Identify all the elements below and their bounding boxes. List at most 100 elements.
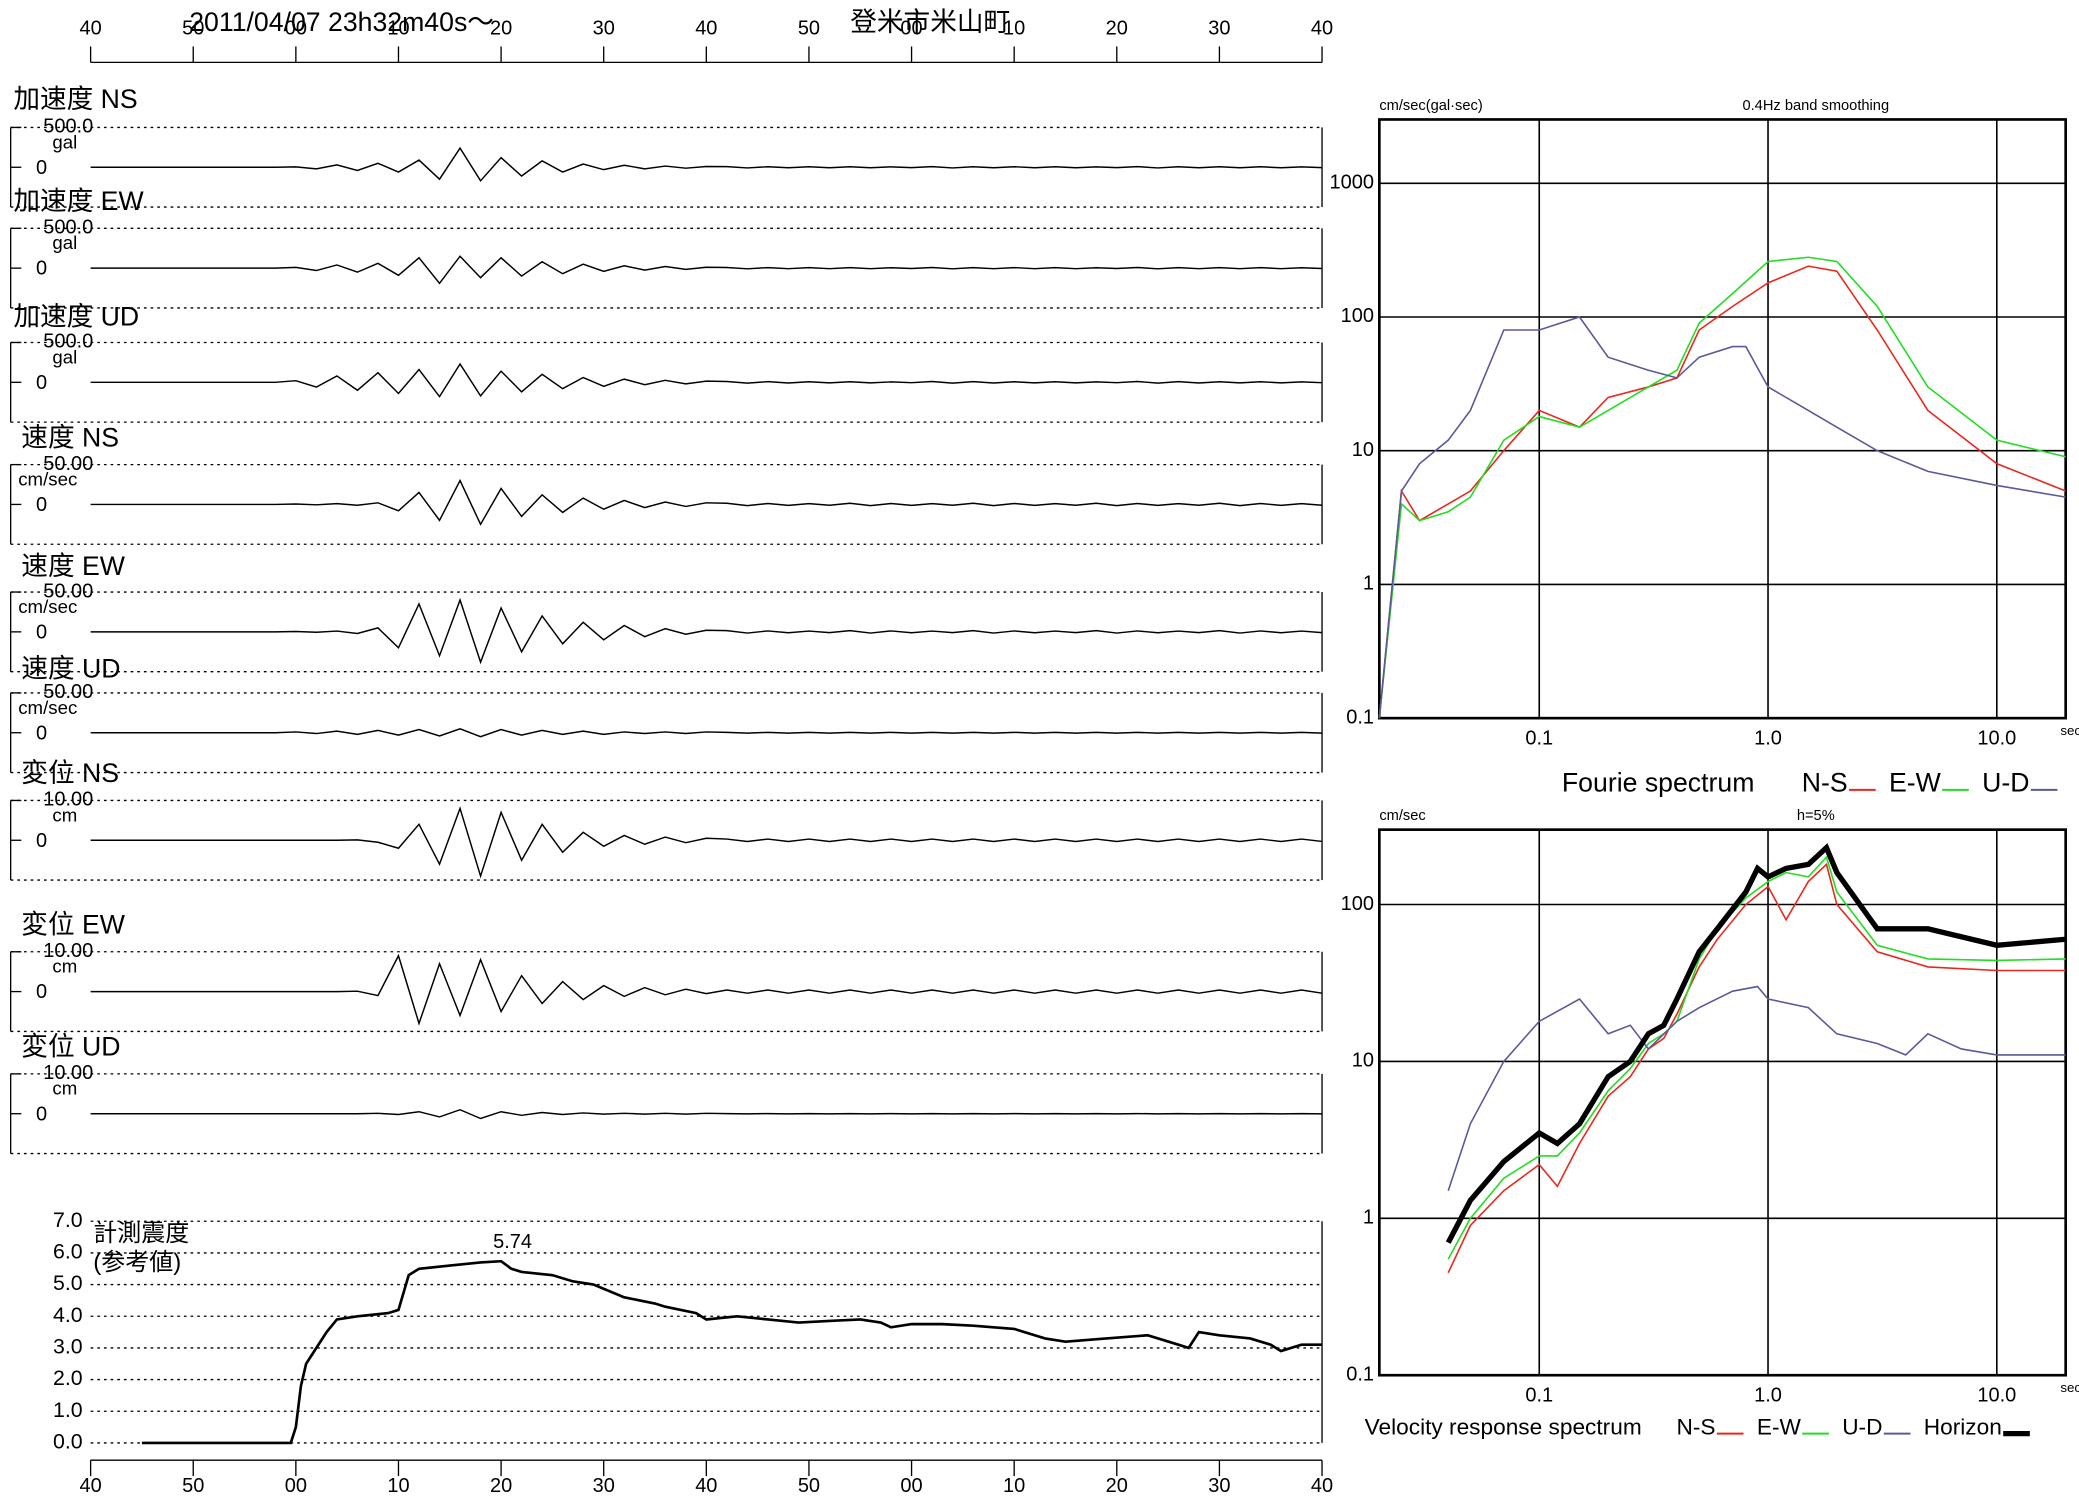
spectrum-line (1445, 843, 2066, 1244)
spectrum-line (1378, 265, 2066, 719)
x-tick-label: 00 (900, 1475, 922, 1497)
x-tick-label: 30 (1208, 1475, 1230, 1497)
panel-title: 加速度 NS (13, 84, 137, 114)
legend-label: E-W (1889, 768, 1942, 798)
y-tick-label: 0 (36, 494, 47, 516)
y-tick-label: 1.0 (53, 1398, 83, 1422)
spectrum-line (1378, 256, 2066, 719)
legend-label: N-S (1677, 1414, 1716, 1439)
x-axis-label: sec (2060, 723, 2079, 738)
y-tick-label: 1000 (1330, 172, 1374, 194)
x-tick-label: 50 (182, 1475, 204, 1497)
y-unit-label: gal (52, 131, 77, 152)
header-location: 登米市米山町 (850, 7, 1010, 37)
panel-title: 加速度 EW (13, 186, 144, 216)
waveform-trace (90, 1108, 1323, 1120)
waveform-trace (90, 727, 1323, 738)
y-unit-label: gal (52, 346, 77, 367)
y-unit-label: cm/sec (18, 596, 77, 617)
x-tick-label: 50 (182, 17, 204, 39)
x-tick-label: 40 (80, 17, 102, 39)
y-tick-label: 0 (36, 372, 47, 394)
panel-title: 変位 UD (21, 1032, 120, 1062)
x-tick-label: 10 (387, 1475, 409, 1497)
y-tick-label: 7.0 (53, 1208, 83, 1232)
x-tick-label: 10 (1003, 1475, 1025, 1497)
y-tick-label: 50.00 (43, 580, 93, 602)
x-tick-label: 20 (490, 1475, 512, 1497)
legend-label: U-D (1982, 768, 2029, 798)
x-tick-label: 0.1 (1525, 728, 1553, 750)
spectrum-line (1378, 316, 2066, 719)
x-tick-label: 00 (285, 1475, 307, 1497)
y-tick-label: 6.0 (53, 1240, 83, 1264)
y-tick-label: 0 (36, 157, 47, 179)
x-tick-label: 40 (80, 1475, 102, 1497)
legend-label: N-S (1802, 768, 1848, 798)
panel-title: 速度 NS (21, 422, 119, 452)
waveform-trace (90, 362, 1323, 398)
y-tick-label: 10.00 (43, 789, 93, 811)
header-datetime: 2011/04/07 23h32m40s〜 (189, 7, 494, 37)
y-axis-label: 計測震度 (93, 1220, 189, 1247)
x-tick-label: 20 (1106, 1475, 1128, 1497)
chart-subtitle: 0.4Hz band smoothing (1742, 98, 1889, 114)
y-tick-label: 100 (1341, 305, 1374, 327)
x-tick-label: 40 (695, 17, 717, 39)
waveform-trace (90, 478, 1323, 526)
panel-title: 変位 EW (21, 910, 126, 940)
y-tick-label: 0 (36, 621, 47, 643)
y-tick-label: 10 (1352, 439, 1374, 461)
x-axis-label: sec (2060, 1380, 2079, 1395)
legend-label: E-W (1757, 1414, 1802, 1439)
panel-title: 速度 EW (21, 551, 126, 581)
y-axis-label: (参考値) (93, 1249, 181, 1276)
legend-label: Horizon (1924, 1414, 2002, 1439)
x-tick-label: 30 (593, 17, 615, 39)
y-axis-label: cm/sec(gal·sec) (1379, 98, 1482, 114)
y-axis-label: cm/sec (1379, 808, 1425, 824)
waveform-trace (90, 597, 1323, 665)
x-tick-label: 10.0 (1977, 728, 2016, 750)
y-tick-label: 0 (36, 1103, 47, 1125)
y-tick-label: 500.0 (43, 116, 93, 138)
x-tick-label: 0.1 (1525, 1385, 1553, 1407)
y-tick-label: 0.1 (1346, 706, 1374, 728)
y-tick-label: 10.00 (43, 1062, 93, 1084)
y-tick-label: 5.0 (53, 1271, 83, 1295)
chart-subtitle: h=5% (1797, 808, 1835, 824)
y-tick-label: 50.00 (43, 453, 93, 475)
x-tick-label: 30 (593, 1475, 615, 1497)
y-tick-label: 4.0 (53, 1303, 83, 1327)
legend-title: Fourie spectrum (1562, 768, 1755, 798)
y-tick-label: 50.00 (43, 681, 93, 703)
spectrum-line (1447, 985, 2066, 1191)
waveform-trace (90, 953, 1323, 1026)
y-tick-label: 0 (36, 830, 47, 852)
peak-annotation: 5.74 (493, 1231, 532, 1253)
panel-title: 速度 UD (21, 653, 120, 683)
x-tick-label: 50 (798, 1475, 820, 1497)
waveform-trace (90, 146, 1323, 183)
waveform-trace (90, 806, 1323, 879)
spectrum-line (1447, 862, 2066, 1274)
waveform-trace (90, 255, 1323, 285)
y-unit-label: cm (52, 1078, 77, 1099)
y-unit-label: cm (52, 804, 77, 825)
y-tick-label: 10.00 (43, 940, 93, 962)
y-tick-label: 0.0 (53, 1430, 83, 1454)
y-tick-label: 1 (1363, 1207, 1374, 1229)
x-tick-label: 30 (1208, 17, 1230, 39)
y-unit-label: gal (52, 232, 77, 253)
y-unit-label: cm/sec (18, 468, 77, 489)
plot-frame (1378, 118, 2068, 720)
x-tick-label: 1.0 (1754, 1385, 1782, 1407)
x-tick-label: 10 (1003, 17, 1025, 39)
x-tick-label: 40 (1311, 17, 1333, 39)
x-tick-label: 00 (900, 17, 922, 39)
x-tick-label: 20 (1106, 17, 1128, 39)
y-tick-label: 0.1 (1346, 1364, 1374, 1386)
y-tick-label: 500.0 (43, 331, 93, 353)
